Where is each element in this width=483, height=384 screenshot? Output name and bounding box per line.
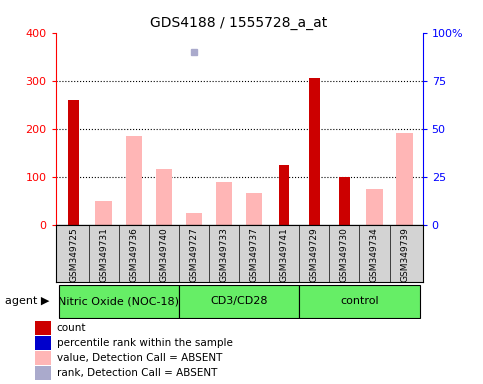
Bar	[35, 321, 51, 335]
Text: GSM349725: GSM349725	[69, 227, 78, 282]
Text: CD3/CD28: CD3/CD28	[210, 296, 268, 306]
Bar	[179, 285, 299, 318]
Bar	[216, 182, 232, 225]
Text: GSM349736: GSM349736	[129, 227, 138, 282]
Text: GSM349739: GSM349739	[400, 227, 409, 282]
Text: GSM349740: GSM349740	[159, 227, 169, 282]
Bar	[246, 194, 262, 225]
Bar	[126, 136, 142, 225]
Bar	[299, 285, 420, 318]
Title: GDS4188 / 1555728_a_at: GDS4188 / 1555728_a_at	[151, 16, 327, 30]
Text: GSM349741: GSM349741	[280, 227, 289, 282]
Bar	[279, 165, 289, 225]
Text: GSM349733: GSM349733	[220, 227, 228, 282]
Bar	[156, 169, 172, 225]
Bar	[185, 213, 202, 225]
Bar	[309, 78, 320, 225]
Text: GSM349729: GSM349729	[310, 227, 319, 282]
Text: rank, Detection Call = ABSENT: rank, Detection Call = ABSENT	[57, 368, 217, 378]
Text: GSM349727: GSM349727	[189, 227, 199, 282]
Bar	[35, 336, 51, 350]
Bar	[396, 134, 413, 225]
Text: Nitric Oxide (NOC-18): Nitric Oxide (NOC-18)	[58, 296, 179, 306]
Bar	[339, 177, 350, 225]
Bar	[35, 366, 51, 380]
Text: GSM349734: GSM349734	[370, 227, 379, 282]
Text: value, Detection Call = ABSENT: value, Detection Call = ABSENT	[57, 353, 222, 363]
Bar	[68, 100, 79, 225]
Bar	[58, 285, 179, 318]
Bar	[35, 351, 51, 365]
Text: GSM349731: GSM349731	[99, 227, 108, 282]
Text: percentile rank within the sample: percentile rank within the sample	[57, 338, 233, 348]
Bar	[96, 201, 112, 225]
Text: agent ▶: agent ▶	[5, 296, 49, 306]
Text: control: control	[340, 296, 379, 306]
Text: GSM349737: GSM349737	[250, 227, 258, 282]
Text: count: count	[57, 323, 86, 333]
Bar	[366, 189, 383, 225]
Text: GSM349730: GSM349730	[340, 227, 349, 282]
